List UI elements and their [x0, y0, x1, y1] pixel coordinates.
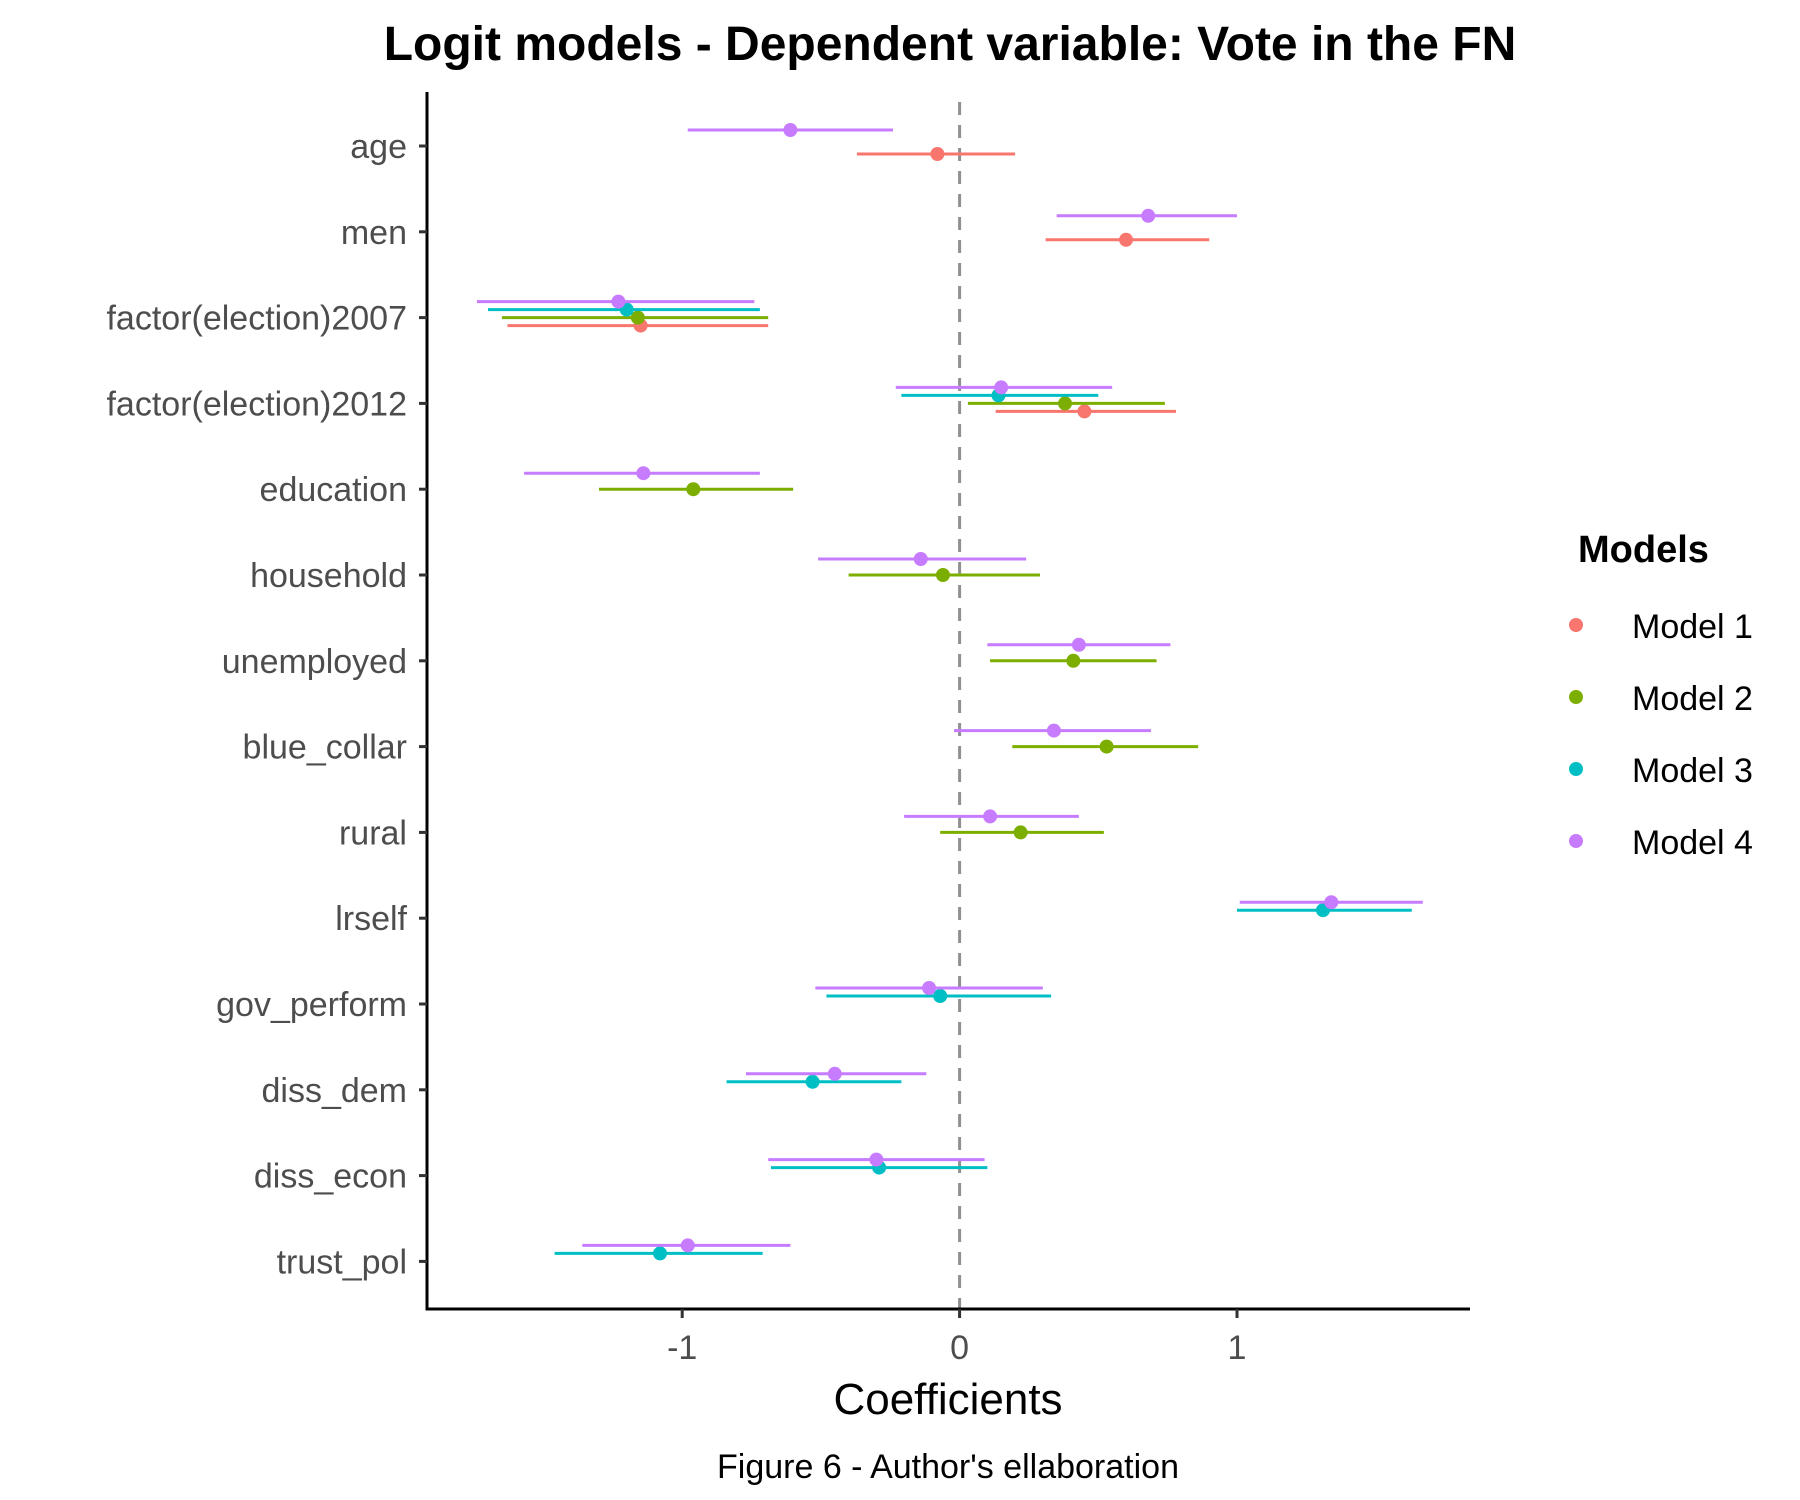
- coefficient-point: [1077, 404, 1092, 419]
- coefficient-point: [930, 147, 945, 161]
- x-tick-label: 1: [1228, 1329, 1247, 1367]
- y-tick-label: gov_perform: [216, 986, 407, 1024]
- coefficient-point: [636, 466, 651, 481]
- coefficient-point: [1013, 825, 1028, 840]
- coefficient-point: [1099, 739, 1114, 754]
- coefficient-point: [869, 1152, 884, 1167]
- legend-key: [1569, 762, 1583, 776]
- coefficient-point: [611, 294, 626, 309]
- coefficient-point: [630, 310, 645, 325]
- coefficient-point: [686, 482, 701, 497]
- legend-label: Model 3: [1632, 752, 1753, 790]
- y-tick-label: education: [260, 471, 407, 509]
- y-tick-label: factor(election)2012: [106, 385, 407, 423]
- legend-label: Model 1: [1632, 608, 1753, 646]
- series-model-4: [476, 123, 1423, 1253]
- coefficient-point: [805, 1074, 820, 1089]
- legend-title: Models: [1578, 529, 1709, 571]
- x-axis-ticks: -1 0 1: [667, 1309, 1246, 1367]
- coefficient-point: [653, 1246, 668, 1261]
- legend-key: [1569, 690, 1583, 704]
- series-model-2: [501, 310, 1199, 840]
- y-tick-label: men: [341, 214, 407, 252]
- legend-label: Model 4: [1632, 824, 1753, 862]
- coefficient-point: [680, 1238, 695, 1253]
- coefficient-point: [1324, 895, 1339, 910]
- y-tick-label: rural: [339, 814, 407, 852]
- legend-label: Model 2: [1632, 680, 1753, 718]
- coefficient-point: [1141, 208, 1156, 223]
- y-tick-label: diss_econ: [254, 1158, 407, 1196]
- chart-title: Logit models - Dependent variable: Vote …: [384, 18, 1517, 71]
- coefficient-point: [935, 568, 950, 582]
- coefficient-point: [922, 981, 937, 995]
- legend: Models Model 1 Model 2 Model 3 Model 4: [1569, 529, 1753, 862]
- legend-key: [1569, 618, 1583, 632]
- x-axis-title: Coefficients: [833, 1375, 1062, 1424]
- y-tick-label: factor(election)2007: [106, 300, 407, 338]
- coefficient-point: [933, 989, 948, 1003]
- y-tick-label: blue_collar: [243, 729, 407, 767]
- coefficient-point: [913, 552, 928, 566]
- coefficient-point: [1046, 723, 1061, 738]
- coefficient-marks: [476, 123, 1423, 1261]
- coefficient-point: [1119, 232, 1134, 247]
- y-tick-label: diss_dem: [261, 1072, 407, 1110]
- x-tick-label: 0: [950, 1329, 969, 1367]
- y-tick-label: household: [250, 557, 407, 595]
- coefficient-point: [783, 123, 798, 137]
- series-model-3: [488, 302, 1412, 1261]
- coefficient-point: [1066, 653, 1081, 668]
- coefficient-point: [827, 1066, 842, 1081]
- coefficient-point: [994, 380, 1009, 395]
- x-tick-label: -1: [667, 1329, 697, 1367]
- coefficient-point: [1058, 396, 1073, 411]
- y-axis-ticks: age men factor(election)2007 factor(electio…: [106, 128, 427, 1281]
- y-tick-label: age: [350, 128, 407, 166]
- y-tick-label: unemployed: [222, 643, 407, 681]
- y-tick-label: trust_pol: [277, 1243, 407, 1281]
- coefficient-point: [983, 809, 998, 824]
- legend-key: [1569, 834, 1583, 848]
- coefficient-point: [1071, 637, 1086, 652]
- y-tick-label: lrself: [335, 900, 407, 938]
- figure-caption: Figure 6 - Author's ellaboration: [717, 1448, 1179, 1486]
